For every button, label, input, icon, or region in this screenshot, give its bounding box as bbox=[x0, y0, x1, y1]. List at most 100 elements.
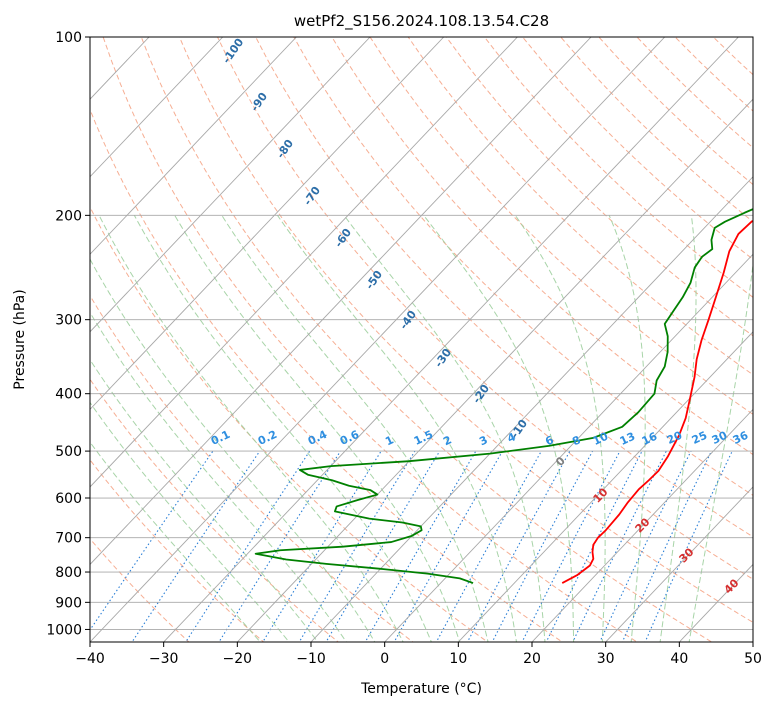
dry-adiabat-label: -70 bbox=[301, 184, 323, 208]
mixing-ratio-label: 1 bbox=[383, 433, 395, 448]
moist-adiabat-line bbox=[423, 215, 575, 642]
moist-adiabat-line bbox=[514, 215, 606, 642]
y-tick-label: 700 bbox=[55, 531, 82, 547]
mixing-ratio-line bbox=[393, 450, 503, 642]
profile-curves bbox=[254, 208, 753, 584]
isotherm-line bbox=[90, 37, 666, 642]
isotherm-line bbox=[237, 98, 753, 642]
moist-adiabat-line bbox=[659, 215, 697, 642]
y-tick-label: 600 bbox=[55, 491, 82, 507]
dry-adiabat-label: -30 bbox=[432, 346, 454, 370]
plot-frame bbox=[89, 36, 754, 643]
dry-adiabat-line bbox=[674, 37, 753, 112]
mixing-ratio-label: 1.5 bbox=[412, 428, 435, 448]
dry-adiabat-line bbox=[445, 37, 753, 337]
isotherm-line bbox=[90, 37, 592, 566]
dry-adiabat-line bbox=[369, 37, 753, 415]
dry-adiabat-line bbox=[90, 205, 489, 642]
y-tick-label: 200 bbox=[55, 208, 82, 224]
isotherm-line bbox=[90, 37, 445, 411]
y-tick-label: 500 bbox=[55, 444, 82, 460]
chart-title: wetPf2_S156.2024.108.13.54.C28 bbox=[294, 12, 549, 31]
moist-adiabat-line bbox=[343, 215, 546, 642]
y-tick-label: 800 bbox=[55, 565, 82, 581]
isotherm-line bbox=[605, 486, 753, 642]
mixing-ratio-line bbox=[435, 450, 542, 642]
mixing-ratio-label: 36 bbox=[731, 429, 751, 447]
isotherm-line bbox=[0, 37, 2, 642]
background-lines bbox=[0, 10, 775, 654]
x-tick-label: 20 bbox=[523, 651, 541, 667]
mixing-ratio-line bbox=[545, 450, 643, 642]
mixing-ratio-label: 30 bbox=[710, 429, 730, 447]
x-tick-label: −30 bbox=[149, 651, 179, 667]
x-axis: −40 −30 −20 −10 0 10 20 30 40 50 bbox=[75, 642, 762, 667]
isotherm-line bbox=[310, 176, 753, 642]
y-tick-label: 900 bbox=[55, 595, 82, 611]
dry-adiabat-line bbox=[90, 459, 265, 642]
moist-adiabat-label: 30 bbox=[677, 545, 697, 565]
isotherm-line bbox=[90, 37, 224, 178]
mixing-ratio-label: 0.2 bbox=[256, 428, 279, 448]
dry-adiabat-line bbox=[560, 37, 753, 223]
moist-adiabat-line bbox=[90, 441, 261, 642]
moist-adiabat-line bbox=[90, 311, 347, 642]
y-tick-label: 1000 bbox=[46, 622, 82, 638]
x-tick-label: −10 bbox=[296, 651, 326, 667]
y-tick-label: 400 bbox=[55, 387, 82, 403]
dry-adiabat-line bbox=[761, 10, 775, 654]
isotherm-line bbox=[752, 641, 753, 642]
dry-adiabat-line bbox=[293, 37, 753, 496]
moist-adiabat-line bbox=[90, 401, 290, 642]
isotherm-line bbox=[458, 331, 753, 642]
y-tick-label: 100 bbox=[55, 30, 82, 46]
dry-adiabat-line bbox=[216, 37, 753, 580]
temperature-curve bbox=[561, 219, 753, 584]
mixing-ratio-label: 0.6 bbox=[338, 428, 361, 448]
moist-adiabat-label: 10 bbox=[591, 485, 611, 505]
moist-adiabat-line bbox=[133, 215, 432, 642]
mixing-ratio-line bbox=[218, 450, 342, 642]
dry-adiabat-line bbox=[90, 294, 414, 642]
dry-adiabat-line bbox=[750, 37, 753, 40]
x-tick-label: 50 bbox=[744, 651, 762, 667]
isotherm-line bbox=[384, 253, 753, 642]
isotherm-line bbox=[163, 37, 739, 642]
dry-adiabat-label: -50 bbox=[363, 268, 385, 292]
dewpoint-curve bbox=[254, 208, 753, 584]
mixing-ratio-label: 13 bbox=[618, 430, 637, 448]
moist-adiabat-line bbox=[174, 215, 461, 642]
isotherm-line bbox=[531, 408, 753, 642]
dry-adiabat-line bbox=[255, 37, 753, 538]
x-tick-label: −20 bbox=[223, 651, 253, 667]
dry-adiabat-label: -90 bbox=[248, 90, 270, 114]
isotherm-line bbox=[90, 37, 518, 488]
isotherm-line bbox=[90, 37, 297, 255]
moist-adiabat-line bbox=[688, 260, 753, 642]
x-tick-label: 0 bbox=[380, 651, 389, 667]
isotherm-line bbox=[90, 37, 371, 333]
moist-adiabat-line bbox=[221, 215, 489, 642]
x-tick-label: 40 bbox=[670, 651, 688, 667]
x-tick-label: 10 bbox=[449, 651, 467, 667]
mixing-ratio-line bbox=[521, 450, 621, 642]
x-axis-label: Temperature (°C) bbox=[360, 681, 482, 697]
dry-adiabat-line bbox=[90, 378, 340, 642]
mixing-ratio-line bbox=[491, 450, 594, 642]
dry-adiabat-line bbox=[102, 37, 638, 642]
dry-adiabat-label: -20 bbox=[470, 382, 492, 406]
dry-adiabat-line bbox=[712, 37, 753, 76]
mixing-ratio-label: 20 bbox=[665, 429, 685, 447]
dry-adiabat-line bbox=[140, 37, 713, 642]
y-axis-label: Pressure (hPa) bbox=[12, 289, 28, 389]
dry-adiabat-line bbox=[90, 108, 564, 642]
y-axis: 100 200 300 400 500 600 700 800 900 1000 bbox=[46, 30, 90, 638]
mixing-ratio-label: 2 bbox=[441, 433, 453, 448]
mixing-ratio-label: 25 bbox=[690, 429, 709, 447]
x-tick-label: 30 bbox=[597, 651, 615, 667]
mixing-ratio-label: 0.4 bbox=[306, 428, 329, 448]
x-tick-label: −40 bbox=[75, 651, 105, 667]
dry-adiabat-line bbox=[331, 37, 753, 456]
mixing-ratio-line bbox=[466, 450, 571, 642]
isotherm-line bbox=[679, 563, 753, 642]
